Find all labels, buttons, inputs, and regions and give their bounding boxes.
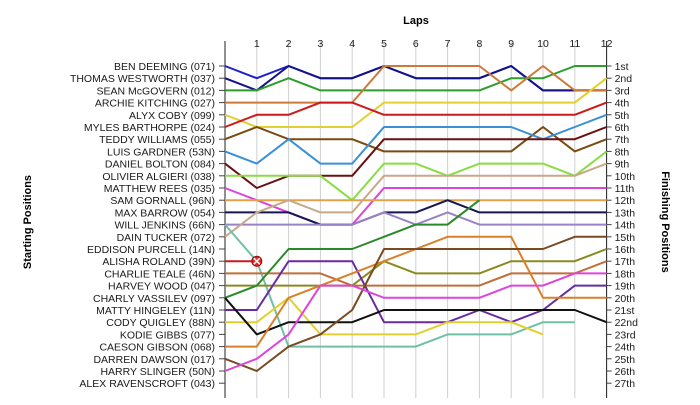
starting-position-label: WILL JENKINS (66N): [114, 220, 215, 232]
finishing-position-label: 26th: [615, 366, 636, 378]
lap-tick-label: 2: [286, 38, 292, 50]
finishing-position-label: 14th: [615, 220, 636, 232]
starting-position-label: SAM GORNALL (96N): [110, 195, 215, 207]
starting-position-label: SEAN McGOVERN (012): [97, 85, 215, 97]
lap-tick-label: 5: [381, 38, 387, 50]
lap-tick-labels: 1 2 3 4 5 6 7 8 9 10 11 12: [254, 38, 613, 50]
starting-position-label: DARREN DAWSON (017): [93, 354, 215, 366]
starting-position-label: ALEX RAVENSCROFT (043): [79, 378, 215, 390]
driver-line: [225, 150, 608, 202]
y-axis-title-right: Finishing Positions: [659, 171, 671, 272]
finishing-position-label: 27th: [615, 378, 636, 390]
driver-line: [225, 199, 607, 226]
starting-position-label: DANIEL BOLTON (084): [105, 159, 215, 171]
finishing-position-label: 8th: [615, 146, 630, 158]
starting-position-label: ALYX COBY (099): [129, 110, 215, 122]
starting-position-label: LUIS GARDNER (53N): [107, 146, 215, 158]
starting-position-label: CAESON GIBSON (068): [99, 342, 215, 354]
driver-line: [225, 65, 607, 92]
finishing-position-label: 22nd: [615, 317, 639, 329]
finishing-position-label: 17th: [615, 256, 636, 268]
finishing-position-label: 7th: [615, 134, 630, 146]
finishing-position-label: 11th: [615, 183, 635, 195]
starting-position-label: MAX BARROW (054): [115, 207, 215, 219]
starting-position-label: THOMAS WESTWORTH (037): [70, 73, 215, 85]
starting-position-label: ALISHA ROLAND (39N): [102, 256, 215, 268]
x-axis-title: Laps: [403, 15, 429, 27]
finishing-position-label: 1st: [615, 61, 629, 73]
starting-position-label: ARCHIE KITCHING (027): [95, 98, 215, 110]
lap-tick-label: 4: [349, 38, 355, 50]
retirement-markers: [251, 255, 263, 267]
driver-line: [224, 162, 607, 238]
lap-gridlines: [224, 41, 608, 398]
finishing-position-label: 23rd: [615, 329, 636, 341]
starting-position-label: HARVEY WOOD (047): [108, 281, 215, 293]
finishing-position-label: 16th: [615, 244, 636, 256]
lap-tick-label: 12: [601, 38, 613, 50]
starting-position-label: CODY QUIGLEY (88N): [106, 317, 215, 329]
lap-tick-label: 7: [445, 38, 451, 50]
finishing-position-label: 9th: [615, 159, 630, 171]
starting-position-label: KODIE GIBBS (077): [120, 329, 215, 341]
driver-line: [224, 77, 608, 128]
finishing-position-label: 5th: [615, 110, 630, 122]
finishing-position-label: 12th: [615, 195, 636, 207]
starting-position-labels: BEN DEEMING (071)THOMAS WESTWORTH (037)S…: [70, 61, 225, 390]
driver-line: [224, 235, 607, 372]
finishing-position-label: 25th: [615, 354, 636, 366]
starting-position-label: TEDDY WILLIAMS (055): [99, 134, 215, 146]
starting-position-label: MATTY HINGELEY (11N): [96, 305, 215, 317]
lap-tick-label: 11: [569, 38, 580, 50]
driver-line: [224, 199, 481, 299]
starting-position-label: CHARLY VASSILEV (097): [93, 293, 215, 305]
finishing-position-label: 20th: [615, 293, 636, 305]
lap-tick-label: 1: [254, 38, 260, 50]
starting-position-label: OLIVIER ALGIERI (038): [102, 171, 215, 183]
finishing-position-label: 2nd: [615, 73, 633, 85]
lap-tick-label: 3: [317, 38, 323, 50]
lap-tick-label: 6: [413, 38, 419, 50]
starting-position-label: MATTHEW REES (035): [104, 183, 215, 195]
finishing-position-label: 6th: [615, 122, 630, 134]
finishing-position-label: 13th: [615, 207, 636, 219]
starting-position-label: BEN DEEMING (071): [114, 61, 215, 73]
finishing-position-label: 18th: [615, 268, 636, 280]
finishing-position-label: 3rd: [615, 85, 630, 97]
driver-line: [225, 296, 544, 336]
starting-position-label: HARRY SLINGER (50N): [100, 366, 215, 378]
finishing-position-label: 4th: [615, 98, 630, 110]
driver-line: [224, 101, 607, 128]
starting-position-label: CHARLIE TEALE (46N): [104, 268, 215, 280]
starting-position-label: EDDISON PURCELL (14N): [87, 244, 215, 256]
driver-line: [224, 272, 607, 372]
driver-line: [225, 260, 607, 287]
finishing-position-label: 10th: [615, 171, 636, 183]
y-axis-title-left: Starting Positions: [22, 175, 34, 269]
finishing-position-label: 15th: [615, 232, 636, 244]
starting-position-label: DAIN TUCKER (072): [117, 232, 215, 244]
lap-tick-label: 8: [476, 38, 482, 50]
driver-line: [224, 223, 575, 348]
finishing-position-label: 19th: [615, 281, 636, 293]
driver-line: [225, 248, 607, 287]
finishing-position-labels: 1st2nd3rd4th5th6th7th8th9th10th11th12th1…: [606, 61, 639, 390]
driver-line: [224, 65, 607, 92]
driver-position-lines: [224, 65, 608, 372]
starting-position-label: MYLES BARTHORPE (024): [84, 122, 215, 134]
finishing-position-label: 21st: [615, 305, 635, 317]
driver-line: [225, 65, 607, 104]
lap-tick-label: 9: [508, 38, 514, 50]
driver-line: [224, 297, 607, 336]
lap-tick-label: 10: [537, 38, 549, 50]
finishing-position-label: 24th: [615, 342, 636, 354]
retired-cross: [253, 257, 261, 265]
